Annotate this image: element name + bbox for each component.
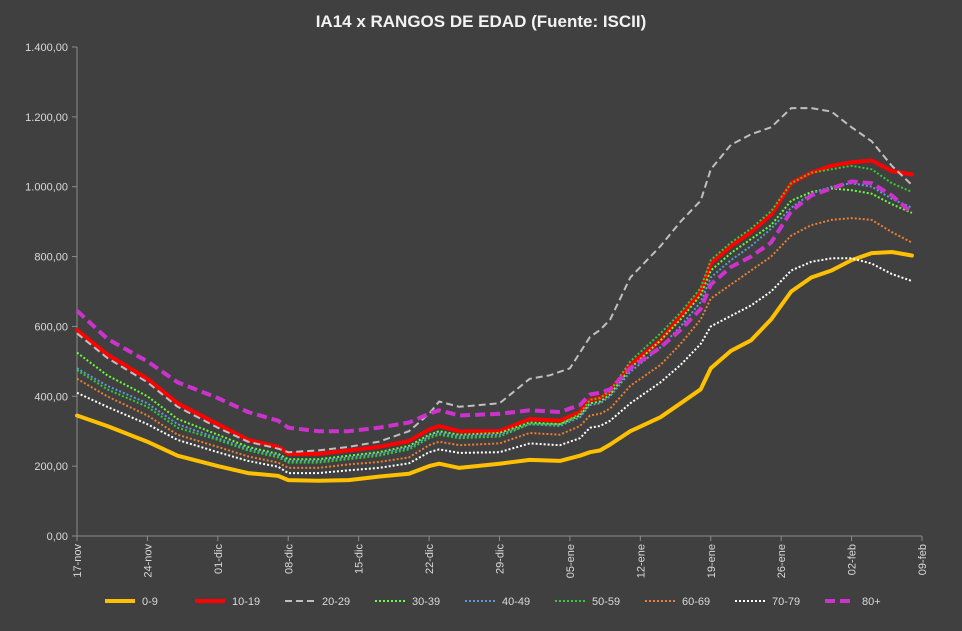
series-line-50-59 bbox=[76, 164, 913, 464]
series-line-30-39 bbox=[76, 187, 913, 461]
series-line-80plus bbox=[75, 179, 914, 434]
y-tick-label: 1.000,00 bbox=[25, 182, 68, 194]
y-tick-label: 800,00 bbox=[34, 252, 68, 264]
series-line-60-69 bbox=[76, 217, 913, 469]
legend-label: 20-29 bbox=[322, 596, 350, 608]
x-tick-label: 09-feb bbox=[917, 544, 929, 575]
legend: 0-9 10-19 20-29 30-39 40-49 50-59 60-69 70-79 80… bbox=[105, 596, 881, 608]
legend-label: 80+ bbox=[862, 596, 881, 608]
x-tick-label: 22-dic bbox=[424, 544, 436, 574]
x-tick-label: 15-dic bbox=[354, 544, 366, 574]
series-line-70-79 bbox=[76, 257, 913, 475]
series-line-40-49 bbox=[76, 182, 913, 462]
x-tick-label: 24-nov bbox=[142, 544, 154, 578]
legend-label: 60-69 bbox=[682, 596, 710, 608]
x-tick-label: 02-feb bbox=[847, 544, 859, 575]
y-tick-label: 400,00 bbox=[34, 391, 68, 403]
legend-label: 30-39 bbox=[412, 596, 440, 608]
x-tick-label: 08-dic bbox=[283, 544, 295, 574]
x-tick-label: 26-ene bbox=[776, 544, 788, 578]
x-tick-label: 12-ene bbox=[635, 544, 647, 578]
y-tick-label: 200,00 bbox=[34, 461, 68, 473]
series-line-10-19 bbox=[75, 158, 914, 456]
series-line-0-9 bbox=[75, 250, 914, 483]
legend-label: 50-59 bbox=[592, 596, 620, 608]
x-tick-label: 05-ene bbox=[565, 544, 577, 578]
x-tick-label: 17-nov bbox=[72, 544, 84, 578]
chart-title: IA14 x RANGOS DE EDAD (Fuente: ISCII) bbox=[315, 12, 647, 31]
y-tick-label: 0,00 bbox=[47, 531, 68, 543]
y-tick-label: 600,00 bbox=[34, 321, 68, 333]
x-tick-label: 29-dic bbox=[495, 544, 507, 574]
y-axis-ticks: 0,00 200,00 400,00 600,00 800,00 1.000,00 1.20… bbox=[25, 42, 77, 543]
x-tick-label: 19-ene bbox=[706, 544, 718, 578]
y-tick-label: 1.200,00 bbox=[25, 112, 68, 124]
series-group bbox=[75, 107, 914, 483]
legend-label: 70-79 bbox=[772, 596, 800, 608]
series-line-20-29 bbox=[76, 107, 913, 454]
legend-label: 10-19 bbox=[232, 596, 260, 608]
x-tick-label: 01-dic bbox=[213, 544, 225, 574]
y-tick-label: 1.400,00 bbox=[25, 42, 68, 54]
x-axis-ticks: 17-nov 24-nov 01-dic 08-dic 15-dic 22-dic 29-d… bbox=[72, 536, 929, 578]
legend-label: 40-49 bbox=[502, 596, 530, 608]
legend-label: 0-9 bbox=[142, 596, 158, 608]
